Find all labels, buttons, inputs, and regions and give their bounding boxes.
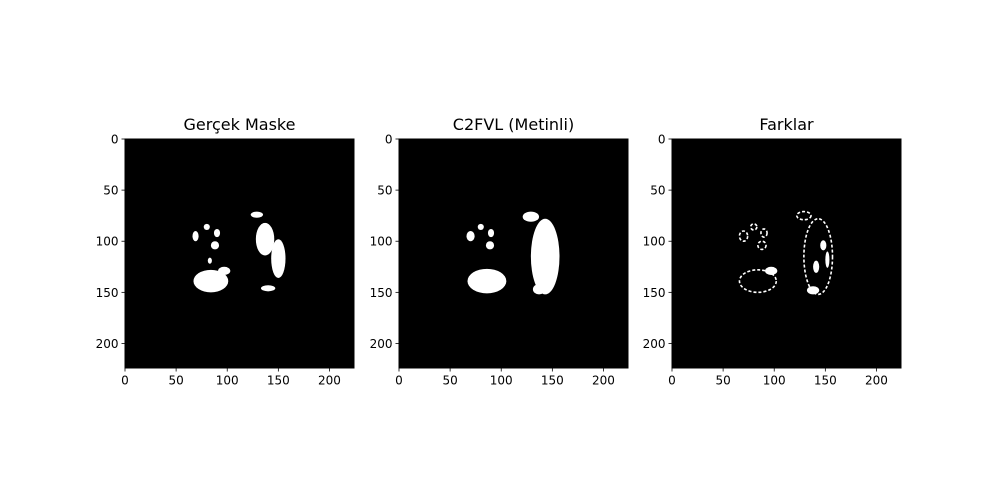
y-tick-label: 0 bbox=[111, 133, 119, 147]
mask-region bbox=[193, 269, 229, 293]
mask-region bbox=[207, 257, 212, 264]
x-tick-label: 200 bbox=[592, 374, 615, 388]
mask-region bbox=[532, 284, 546, 295]
x-tick-label: 150 bbox=[541, 374, 564, 388]
y-tick-label: 50 bbox=[650, 184, 665, 198]
panel-title: Gerçek Maske bbox=[184, 115, 296, 134]
mask-region bbox=[255, 222, 275, 256]
mask-regions bbox=[738, 210, 834, 296]
mask-region bbox=[820, 240, 827, 251]
mask-regions bbox=[466, 211, 560, 295]
mask-region bbox=[530, 218, 560, 295]
mask-region bbox=[467, 268, 507, 294]
mask-region bbox=[192, 231, 199, 242]
mask-region bbox=[765, 266, 778, 275]
x-tick-label: 50 bbox=[168, 374, 183, 388]
y-tick-label: 150 bbox=[96, 286, 119, 300]
mask-region bbox=[806, 286, 820, 295]
mask-region bbox=[738, 269, 778, 294]
x-tick-label: 200 bbox=[318, 374, 341, 388]
mask-region bbox=[522, 211, 540, 222]
panel-1: Gerçek Maske 0 50 100 150 200 0 50 100 150 200 bbox=[96, 115, 355, 388]
x-tick-label: 0 bbox=[668, 374, 676, 388]
y-tick-label: 150 bbox=[370, 286, 393, 300]
mask-region bbox=[213, 228, 221, 238]
mask-region bbox=[271, 239, 286, 279]
mask-region bbox=[760, 228, 768, 238]
mask-region bbox=[466, 231, 475, 242]
panel-title: Farklar bbox=[759, 115, 814, 134]
y-tick-label: 0 bbox=[385, 133, 393, 147]
y-tick-label: 200 bbox=[370, 337, 393, 351]
x-tick-label: 0 bbox=[121, 374, 129, 388]
mask-region bbox=[738, 230, 749, 243]
x-tick-label: 0 bbox=[395, 374, 403, 388]
axes-frame bbox=[398, 138, 629, 369]
mask-region bbox=[825, 251, 830, 268]
mask-region bbox=[757, 240, 767, 251]
axes-frame bbox=[671, 138, 902, 369]
mask-region bbox=[749, 223, 758, 231]
mask-region bbox=[210, 241, 220, 250]
y-tick-label: 150 bbox=[643, 286, 666, 300]
y-tick-label: 0 bbox=[658, 133, 666, 147]
mask-image-background bbox=[399, 139, 628, 368]
mask-region bbox=[477, 223, 484, 230]
x-tick-label: 200 bbox=[865, 374, 888, 388]
mask-region bbox=[813, 260, 820, 273]
y-tick-label: 50 bbox=[377, 184, 392, 198]
mask-image-background bbox=[125, 139, 354, 368]
mask-region bbox=[203, 223, 210, 230]
mask-image-background bbox=[672, 139, 901, 368]
mask-region bbox=[795, 210, 812, 221]
x-tick-label: 150 bbox=[814, 374, 837, 388]
y-tick-label: 50 bbox=[103, 184, 118, 198]
axes-frame bbox=[124, 138, 355, 369]
mask-region bbox=[803, 217, 834, 296]
mask-region bbox=[250, 211, 264, 218]
panel-2: C2FVL (Metinli) 0 50 100 150 200 0 50 100 150 200 bbox=[370, 115, 629, 388]
mask-region bbox=[485, 241, 495, 250]
mask-regions bbox=[192, 211, 286, 293]
mask-region bbox=[218, 266, 231, 275]
panel-title: C2FVL (Metinli) bbox=[453, 115, 574, 134]
y-tick-label: 100 bbox=[96, 235, 119, 249]
x-tick-label: 100 bbox=[763, 374, 786, 388]
mask-region bbox=[487, 228, 495, 238]
x-tick-label: 50 bbox=[442, 374, 457, 388]
x-tick-label: 100 bbox=[216, 374, 239, 388]
x-tick-label: 100 bbox=[490, 374, 513, 388]
y-tick-label: 100 bbox=[643, 235, 666, 249]
y-tick-label: 100 bbox=[370, 235, 393, 249]
x-tick-label: 150 bbox=[267, 374, 290, 388]
mask-region bbox=[260, 285, 276, 292]
panel-3: Farklar 0 50 100 150 200 0 50 100 150 200 bbox=[643, 115, 902, 388]
y-tick-label: 200 bbox=[643, 337, 666, 351]
x-tick-label: 50 bbox=[715, 374, 730, 388]
y-tick-label: 200 bbox=[96, 337, 119, 351]
